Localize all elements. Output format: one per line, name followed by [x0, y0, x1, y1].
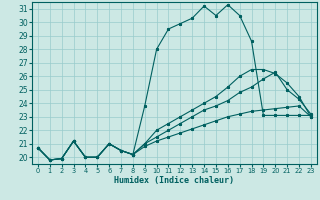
X-axis label: Humidex (Indice chaleur): Humidex (Indice chaleur)	[115, 176, 234, 185]
